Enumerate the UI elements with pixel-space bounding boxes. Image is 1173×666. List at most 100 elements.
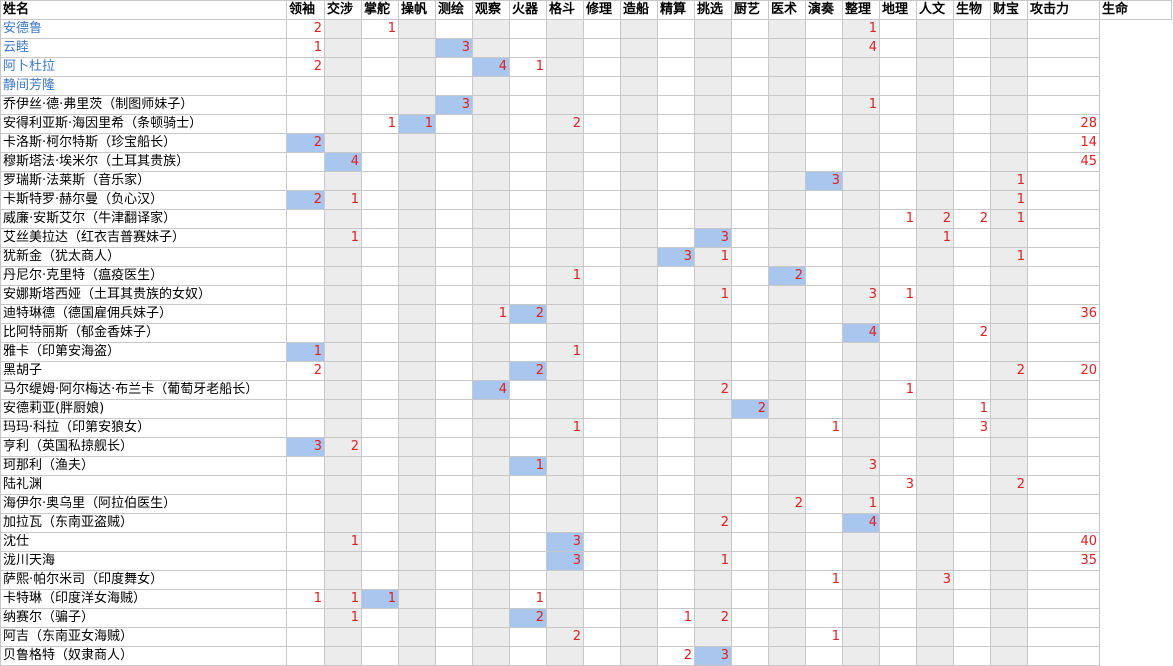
stat-cell[interactable] (435, 494, 473, 514)
character-name[interactable]: 艾丝美拉达（红衣吉普赛妹子） (0, 228, 287, 248)
stat-cell[interactable]: 2 (286, 57, 325, 77)
stat-cell[interactable] (694, 627, 732, 647)
header-cell[interactable]: 火器 (509, 0, 547, 20)
stat-cell[interactable] (324, 551, 362, 571)
stat-cell[interactable] (805, 342, 843, 362)
stat-cell[interactable] (842, 57, 880, 77)
stat-cell[interactable] (361, 209, 399, 229)
stat-cell[interactable] (805, 57, 843, 77)
character-name[interactable]: 卡特琳（印度洋女海贼） (0, 589, 287, 609)
table-row[interactable]: 安得利亚斯·海因里希（条顿骑士） 1 1 2 28 (0, 114, 1172, 134)
stat-cell[interactable]: 4 (472, 57, 510, 77)
stat-cell[interactable] (435, 114, 473, 134)
stat-cell[interactable] (546, 57, 584, 77)
stat-cell[interactable]: 2 (990, 361, 1028, 381)
stat-cell[interactable] (435, 513, 473, 533)
stat-cell[interactable] (546, 152, 584, 172)
stat-cell[interactable] (990, 133, 1028, 153)
stat-cell[interactable] (435, 646, 473, 666)
stat-cell[interactable] (1027, 76, 1100, 96)
stat-cell[interactable] (879, 532, 917, 552)
stat-cell[interactable]: 2 (953, 323, 991, 343)
stat-cell[interactable] (953, 76, 991, 96)
stat-cell[interactable] (509, 133, 547, 153)
stat-cell[interactable]: 1 (361, 589, 399, 609)
stat-cell[interactable] (286, 228, 325, 248)
table-row[interactable]: 云睦 1 3 4 (0, 38, 1172, 58)
stat-cell[interactable] (620, 152, 658, 172)
stat-cell[interactable] (472, 285, 510, 305)
stat-cell[interactable] (694, 342, 732, 362)
stat-cell[interactable] (694, 114, 732, 134)
stat-cell[interactable] (805, 361, 843, 381)
stat-cell[interactable] (953, 38, 991, 58)
stat-cell[interactable] (805, 323, 843, 343)
stat-cell[interactable] (694, 456, 732, 476)
stat-cell[interactable] (768, 418, 806, 438)
stat-cell[interactable] (509, 76, 547, 96)
stat-cell[interactable] (916, 114, 954, 134)
header-cell[interactable]: 生命 (1099, 0, 1172, 20)
stat-cell[interactable] (768, 627, 806, 647)
stat-cell[interactable] (731, 38, 769, 58)
stat-cell[interactable] (842, 152, 880, 172)
stat-cell[interactable] (286, 399, 325, 419)
stat-cell[interactable] (583, 152, 621, 172)
stat-cell[interactable] (953, 19, 991, 39)
stat-cell[interactable] (361, 38, 399, 58)
stat-cell[interactable] (842, 190, 880, 210)
stat-cell[interactable] (472, 114, 510, 134)
stat-cell[interactable] (990, 608, 1028, 628)
stat-cell[interactable]: 3 (546, 532, 584, 552)
stat-cell[interactable] (879, 152, 917, 172)
stat-cell[interactable] (990, 114, 1028, 134)
stat-cell[interactable] (472, 589, 510, 609)
stat-cell[interactable] (361, 570, 399, 590)
stat-cell[interactable] (879, 171, 917, 191)
stat-cell[interactable] (398, 57, 436, 77)
character-name[interactable]: 贝鲁格特（奴隶商人） (0, 646, 287, 666)
stat-cell[interactable] (916, 627, 954, 647)
stat-cell[interactable] (324, 323, 362, 343)
stat-cell[interactable] (879, 323, 917, 343)
header-cell[interactable]: 财宝 (990, 0, 1028, 20)
stat-cell[interactable] (879, 608, 917, 628)
stat-cell[interactable] (953, 532, 991, 552)
stat-cell[interactable] (583, 76, 621, 96)
stat-cell[interactable] (620, 171, 658, 191)
stat-cell[interactable] (842, 418, 880, 438)
stat-cell[interactable] (361, 95, 399, 115)
stat-cell[interactable] (398, 551, 436, 571)
stat-cell[interactable]: 3 (879, 475, 917, 495)
character-name[interactable]: 云睦 (0, 38, 287, 58)
stat-cell[interactable] (694, 171, 732, 191)
stat-cell[interactable] (361, 304, 399, 324)
stat-cell[interactable] (731, 380, 769, 400)
stat-cell[interactable] (472, 19, 510, 39)
stat-cell[interactable] (546, 380, 584, 400)
stat-cell[interactable]: 3 (694, 228, 732, 248)
stat-cell[interactable] (324, 418, 362, 438)
character-name[interactable]: 珂那利（渔夫） (0, 456, 287, 476)
stat-cell[interactable] (620, 646, 658, 666)
stat-cell[interactable] (731, 19, 769, 39)
stat-cell[interactable] (546, 133, 584, 153)
stat-cell[interactable] (990, 323, 1028, 343)
stat-cell[interactable] (620, 95, 658, 115)
stat-cell[interactable] (657, 361, 695, 381)
stat-cell[interactable] (398, 228, 436, 248)
stat-cell[interactable] (398, 95, 436, 115)
stat-cell[interactable] (916, 57, 954, 77)
stat-cell[interactable] (694, 494, 732, 514)
stat-cell[interactable] (916, 152, 954, 172)
stat-cell[interactable] (731, 171, 769, 191)
stat-cell[interactable] (398, 513, 436, 533)
stat-cell[interactable] (361, 152, 399, 172)
stat-cell[interactable]: 4 (842, 323, 880, 343)
table-row[interactable]: 萨熙·帕尔米司（印度舞女） 1 3 (0, 570, 1172, 590)
header-cell[interactable]: 格斗 (546, 0, 584, 20)
character-name[interactable]: 静间芳隆 (0, 76, 287, 96)
stat-cell[interactable]: 4 (324, 152, 362, 172)
stat-cell[interactable] (286, 418, 325, 438)
stat-cell[interactable] (324, 285, 362, 305)
